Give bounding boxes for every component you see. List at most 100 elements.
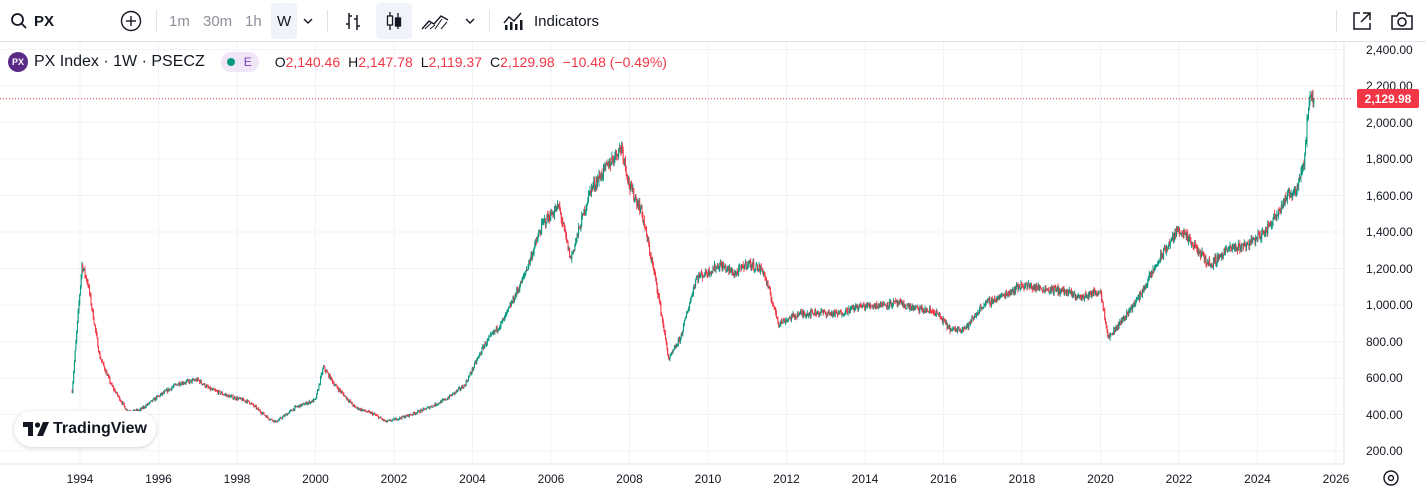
candle-down — [1017, 284, 1019, 290]
interval-1h[interactable]: 1h — [245, 12, 262, 30]
candle-up — [1071, 291, 1073, 296]
time-axis-label: 2012 — [773, 472, 800, 486]
candle-up — [1011, 290, 1013, 293]
interval-dropdown[interactable] — [302, 0, 314, 42]
bars-style-button[interactable] — [343, 0, 363, 42]
candle-up — [1049, 290, 1051, 293]
chart-style-dropdown[interactable] — [464, 0, 476, 42]
indicators-button[interactable]: Indicators — [503, 0, 599, 42]
candle-down — [155, 397, 157, 400]
candle-up — [1070, 290, 1072, 292]
interval-30m[interactable]: 30m — [203, 12, 233, 30]
candle-up — [902, 301, 904, 306]
candle-down — [483, 346, 485, 349]
candle-up — [504, 315, 506, 316]
tradingview-logo[interactable]: TradingView — [14, 411, 156, 447]
share-button[interactable] — [1351, 0, 1373, 42]
candle-up — [550, 211, 552, 221]
candle-down — [641, 205, 643, 214]
candle-down — [112, 386, 114, 387]
candle-up — [1300, 172, 1302, 178]
candle-up — [179, 384, 181, 386]
candle-up — [1174, 231, 1176, 237]
interval-1m[interactable]: 1m — [169, 12, 190, 30]
candle-up — [427, 406, 429, 408]
candle-up — [495, 326, 497, 331]
candle-down — [408, 414, 410, 417]
time-axis[interactable]: 1994 1996 1998 2000 2002 2004 2006 2008 2010 2012… — [0, 464, 1426, 495]
candle-down — [1052, 287, 1054, 289]
snapshot-button[interactable] — [1390, 0, 1414, 42]
candle-up — [935, 314, 937, 316]
candle-down — [218, 390, 220, 392]
candlestick-icon — [386, 12, 402, 30]
candle-down — [413, 412, 415, 414]
candle-down — [1097, 293, 1099, 295]
candle-up — [1112, 334, 1114, 336]
candle-down — [424, 408, 426, 410]
candle-down — [567, 241, 569, 250]
candle-up — [522, 278, 524, 280]
candle-up — [758, 265, 760, 270]
ohlc-open: O2,140.46 — [275, 54, 340, 70]
symbol-title[interactable]: PX Index · 1W · PSECZ — [34, 53, 205, 70]
candle-up — [334, 385, 336, 387]
candles-style-button[interactable] — [376, 3, 412, 39]
candle-up — [1250, 237, 1252, 244]
market-status[interactable]: E — [220, 52, 259, 72]
candle-up — [553, 215, 555, 217]
candle-down — [566, 234, 568, 240]
candle-down — [293, 408, 295, 410]
candle-down — [794, 314, 796, 318]
candle-up — [1283, 198, 1285, 204]
candle-up — [849, 308, 851, 313]
candle-down — [784, 320, 786, 323]
candle-up — [476, 358, 478, 361]
candle-up — [492, 331, 494, 334]
candle-down — [654, 271, 656, 275]
candle-down — [1274, 213, 1276, 218]
candle-down — [253, 405, 255, 407]
candle-up — [415, 413, 417, 415]
candle-up — [172, 387, 174, 388]
price-axis[interactable]: 2,400.00 2,200.00 2,000.00 1,800.00 1,600.00… — [1344, 42, 1426, 464]
candle-up — [144, 407, 146, 408]
interval-w[interactable]: W — [271, 3, 298, 39]
candle-down — [372, 412, 374, 415]
candle-up — [818, 313, 820, 315]
candle-up — [468, 375, 470, 378]
symbol-search-button[interactable]: PX — [10, 0, 54, 42]
camera-icon — [1391, 12, 1413, 30]
candle-up — [392, 418, 394, 420]
candle-up — [695, 277, 697, 281]
candle-up — [1088, 293, 1090, 299]
candle-down — [410, 414, 412, 416]
area-style-button[interactable] — [421, 0, 449, 42]
candle-down — [357, 407, 359, 410]
candle-up — [744, 261, 746, 266]
candle-down — [535, 240, 537, 242]
time-axis-label: 2014 — [851, 472, 879, 486]
candle-up — [81, 264, 83, 276]
candle-up — [926, 310, 928, 313]
candle-up — [961, 329, 963, 331]
candle-up — [1260, 238, 1262, 240]
chart-settings-button[interactable] — [1381, 468, 1401, 493]
candle-up — [489, 336, 491, 338]
candle-down — [124, 405, 126, 409]
candle-down — [1263, 231, 1265, 235]
candle-up — [750, 264, 752, 268]
candle-up — [953, 327, 955, 329]
candle-down — [1247, 242, 1249, 245]
candle-down — [967, 323, 969, 328]
candle-down — [106, 371, 108, 376]
compare-symbol-button[interactable] — [120, 0, 142, 42]
candle-down — [903, 301, 905, 307]
candle-down — [769, 287, 771, 290]
candle-up — [270, 419, 272, 420]
time-axis-label: 2010 — [694, 472, 722, 486]
candle-up — [530, 254, 532, 259]
candle-up — [477, 356, 479, 359]
candle-up — [1249, 241, 1251, 247]
